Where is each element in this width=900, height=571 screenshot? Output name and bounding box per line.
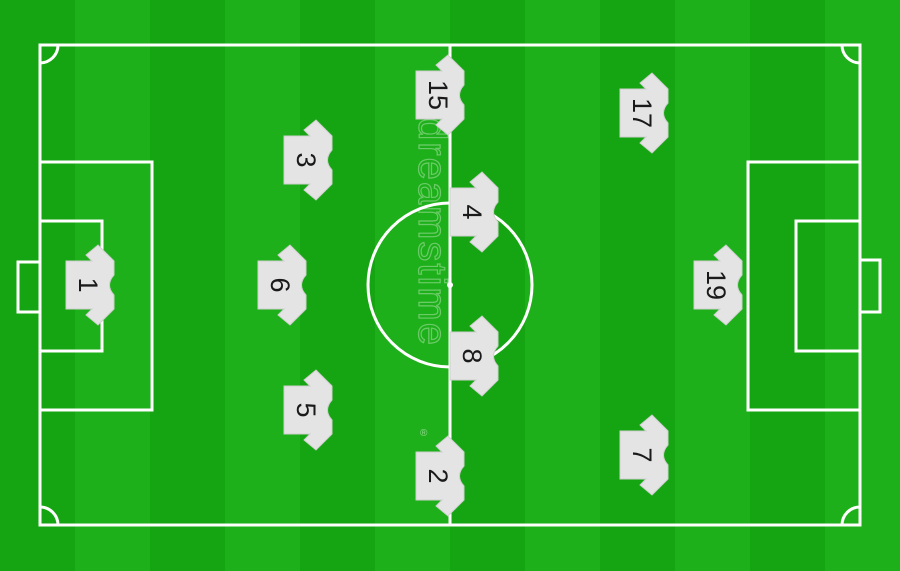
shirt-icon [283, 369, 333, 451]
shirt-number: 17 [627, 98, 657, 128]
corner-arc-bottom-left [39, 505, 60, 526]
shirt-icon [415, 435, 465, 517]
shirt-number: 7 [627, 447, 657, 462]
left-goal [16, 260, 42, 314]
grass-stripe [525, 0, 600, 571]
shirt-number: 6 [265, 277, 295, 292]
player-shirt-19[interactable]: 19 [693, 244, 743, 326]
player-shirt-15[interactable]: 15 [415, 54, 465, 136]
shirt-number: 15 [423, 80, 453, 110]
player-shirt-4[interactable]: 4 [449, 171, 499, 253]
shirt-icon [619, 414, 669, 496]
right-goal [858, 258, 882, 314]
shirt-icon [65, 244, 115, 326]
shirt-icon [693, 244, 743, 326]
player-shirt-7[interactable]: 7 [619, 414, 669, 496]
watermark: dreamstime [409, 117, 454, 347]
watermark-text: dreamstime [410, 118, 454, 347]
player-shirt-17[interactable]: 17 [619, 72, 669, 154]
shirt-number: 5 [291, 402, 321, 417]
shirt-icon [449, 171, 499, 253]
player-shirt-6[interactable]: 6 [257, 244, 307, 326]
shirt-icon [283, 119, 333, 201]
corner-arc-bottom-right [840, 505, 861, 526]
shirt-icon [449, 315, 499, 397]
center-spot [447, 282, 453, 288]
watermark-registered: ® [420, 428, 428, 439]
shirt-number: 1 [73, 277, 103, 292]
player-shirt-8[interactable]: 8 [449, 315, 499, 397]
shirt-icon [415, 54, 465, 136]
shirt-icon [619, 72, 669, 154]
shirt-icon [257, 244, 307, 326]
player-shirt-5[interactable]: 5 [283, 369, 333, 451]
corner-arc-top-left [39, 44, 60, 65]
shirt-number: 3 [291, 152, 321, 167]
player-shirt-3[interactable]: 3 [283, 119, 333, 201]
shirt-number: 19 [701, 270, 731, 300]
grass-stripe [825, 0, 900, 571]
shirt-number: 2 [423, 468, 453, 483]
shirt-number: 8 [457, 348, 487, 363]
shirt-number: 4 [457, 204, 487, 219]
corner-arc-top-right [840, 44, 861, 65]
player-shirt-1[interactable]: 1 [65, 244, 115, 326]
player-shirt-2[interactable]: 2 [415, 435, 465, 517]
